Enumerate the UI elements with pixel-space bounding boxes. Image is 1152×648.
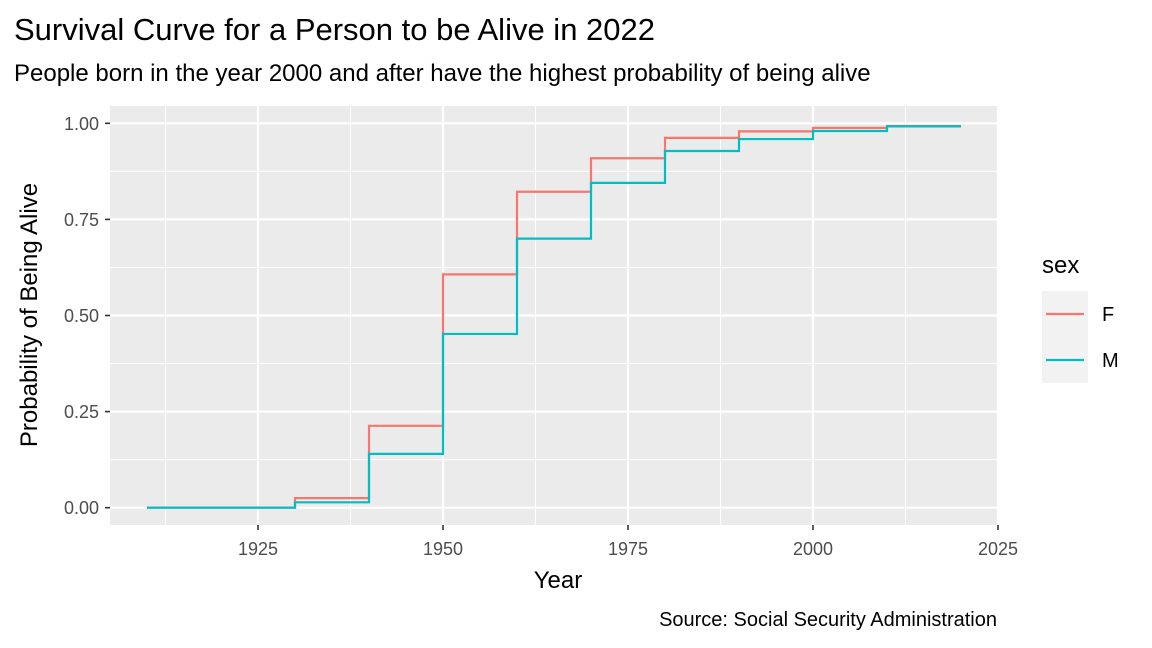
y-tick-label: 0.25: [64, 402, 99, 422]
tick-labels: 1925 1950 1975 2000 2025 0.00 0.25 0.50 0.75 1.00: [64, 114, 1018, 559]
legend-title: sex: [1042, 252, 1079, 279]
chart-title: Survival Curve for a Person to be Alive …: [14, 12, 656, 47]
axis-ticks: [105, 122, 999, 530]
x-tick-label: 2000: [793, 539, 833, 559]
series-line-M: [147, 125, 961, 509]
y-tick-label: 0.00: [64, 498, 99, 518]
series-lines: [147, 124, 961, 509]
legend: sex FM: [1042, 252, 1119, 383]
legend-label-F: F: [1102, 304, 1114, 326]
x-tick-label: 1950: [423, 539, 463, 559]
y-tick-label: 0.50: [64, 306, 99, 326]
y-tick-label: 1.00: [64, 114, 99, 134]
x-tick-label: 1925: [238, 539, 278, 559]
chart-subtitle: People born in the year 2000 and after h…: [14, 60, 871, 87]
legend-items: FM: [1042, 291, 1119, 383]
y-tick-label: 0.75: [64, 210, 99, 230]
x-tick-label: 2025: [978, 539, 1018, 559]
y-axis-title: Probability of Being Alive: [16, 183, 43, 447]
x-axis-title: Year: [534, 567, 583, 594]
legend-label-M: M: [1102, 350, 1119, 372]
chart-caption: Source: Social Security Administration: [659, 609, 997, 631]
x-tick-label: 1975: [608, 539, 648, 559]
